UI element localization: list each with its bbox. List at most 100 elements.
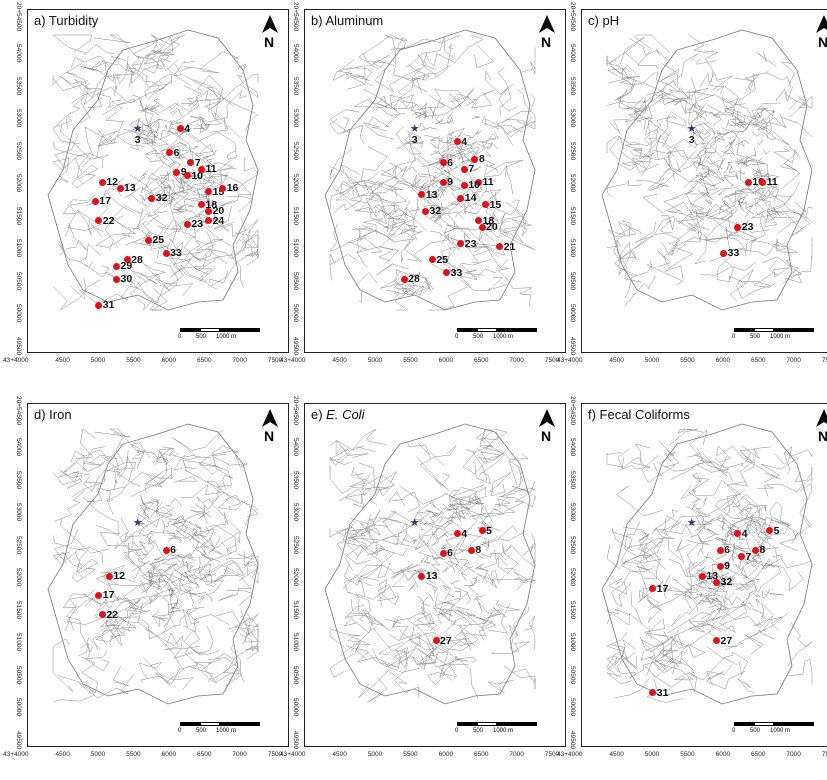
sampling-point xyxy=(713,637,721,645)
sampling-point xyxy=(443,269,451,277)
north-label: N xyxy=(541,34,552,50)
scale-bar-label: 500 xyxy=(196,334,207,340)
sampling-point-label: 8 xyxy=(759,544,766,557)
x-tick-label: 5500 xyxy=(126,751,141,758)
sampling-point xyxy=(716,546,724,554)
road-network xyxy=(47,423,259,705)
x-tick-label: 4500 xyxy=(609,751,624,758)
road-network xyxy=(324,423,536,705)
y-tick-label: 20+54500 xyxy=(569,2,576,32)
x-tick-label: 7500 xyxy=(544,357,560,364)
reservoir-star-icon: ★ xyxy=(132,517,143,530)
sampling-point-label: 32 xyxy=(720,576,733,589)
y-tick-label: 52500 xyxy=(292,535,299,554)
sampling-point-label: 22 xyxy=(106,608,119,621)
sampling-point xyxy=(649,585,657,593)
map-panel-d: d) Iron N ★ 6 12 17 22 0 500 1000 m 20+54500 54000 5… xyxy=(3,396,289,773)
scale-bar-label: 0 xyxy=(732,728,736,734)
sampling-point xyxy=(183,220,191,228)
sampling-point-label: 23 xyxy=(464,237,477,250)
y-tick-label: 53500 xyxy=(569,470,576,489)
y-tick-label: 50000 xyxy=(569,304,576,323)
map-frame: a) Turbidity N ★ 3 4 6 7 9 10 11 12 13 15 16 18 20 24 23 3… xyxy=(27,9,289,353)
sampling-point xyxy=(460,181,468,189)
scale-bar: 0 500 1000 m xyxy=(455,328,537,346)
x-tick-label: 5000 xyxy=(367,751,383,758)
sampling-point xyxy=(478,527,486,535)
x-tick-label: 5000 xyxy=(644,357,660,364)
north-arrow-icon: N xyxy=(260,14,280,54)
panel-title: b) Aluminum xyxy=(311,13,384,28)
scale-bar-segment xyxy=(754,722,774,726)
sampling-point xyxy=(720,249,728,257)
sampling-point xyxy=(173,168,181,176)
reservoir-star-icon: ★ xyxy=(686,517,697,530)
x-tick-label: 6000 xyxy=(715,751,731,758)
north-arrow-icon: N xyxy=(260,408,280,448)
sampling-point xyxy=(453,138,461,146)
sampling-point xyxy=(734,530,742,538)
reservoir-star-icon: ★ xyxy=(409,517,420,530)
y-tick-label: 20+54500 xyxy=(15,2,22,32)
x-tick-label: 6500 xyxy=(751,751,766,758)
y-tick-label: 53500 xyxy=(15,470,22,489)
sampling-point-label: 8 xyxy=(475,544,482,557)
sampling-point-label: 18 xyxy=(205,198,218,211)
y-tick-label: 53000 xyxy=(569,503,576,522)
panel-title-text: E. Coli xyxy=(326,407,365,422)
reservoir-star-icon: ★ xyxy=(409,123,420,136)
x-tick-label: 7000 xyxy=(509,357,524,364)
sampling-point-label: 33 xyxy=(170,247,182,260)
sampling-point xyxy=(439,159,447,167)
x-tick-label: 43+4000 xyxy=(280,357,306,364)
x-tick-label: 7000 xyxy=(786,751,801,758)
scale-bar-label: 500 xyxy=(473,334,484,340)
y-tick-label: 54000 xyxy=(569,44,576,63)
map-frame: b) Aluminum N ★ 3 4 8 6 7 9 11 10 13 14 15 32 18 20 23 21 2… xyxy=(304,9,566,353)
map-panel-e: e) E. Coli N ★ 4 5 6 8 13 27 0 500 1000 m 20+54500 54… xyxy=(280,396,566,773)
y-tick-label: 50500 xyxy=(292,271,299,290)
sampling-point xyxy=(432,637,440,645)
sampling-point-label: 12 xyxy=(106,176,119,188)
scale-bar-segment xyxy=(754,328,774,332)
scale-bar-label: 500 xyxy=(196,728,207,734)
sampling-point-label: 6 xyxy=(447,547,453,560)
y-tick-label: 53000 xyxy=(15,503,22,522)
x-tick-label: 4500 xyxy=(332,357,347,364)
y-tick-label: 49500 xyxy=(15,730,22,749)
sampling-point xyxy=(166,149,174,157)
x-tick-label: 7000 xyxy=(509,751,524,758)
sampling-point xyxy=(400,275,408,283)
y-tick-label: 51000 xyxy=(15,633,22,652)
map-frame: d) Iron N ★ 6 12 17 22 0 500 1000 m xyxy=(27,403,289,747)
scale-bar-label: 0 xyxy=(455,334,459,340)
sampling-point-label: 16 xyxy=(226,182,239,195)
x-tick-label: 6000 xyxy=(438,751,454,758)
sampling-point xyxy=(421,207,429,215)
sampling-point-label: 7 xyxy=(745,550,752,563)
y-tick-label: 20+54500 xyxy=(292,2,299,32)
sampling-point xyxy=(418,572,426,580)
sampling-point-label: 27 xyxy=(440,634,452,647)
sampling-point xyxy=(148,194,156,202)
y-tick-label: 51000 xyxy=(569,633,576,652)
sampling-point xyxy=(205,217,213,225)
sampling-point-label: 4 xyxy=(741,527,748,540)
sampling-point-label: 15 xyxy=(212,185,225,198)
scale-bar-label: 1000 m xyxy=(770,728,791,734)
y-tick-label: 51000 xyxy=(15,239,22,258)
road-network xyxy=(324,29,536,311)
north-arrow-icon: N xyxy=(814,14,827,54)
reservoir-label: 3 xyxy=(411,134,418,147)
sampling-point-label: 9 xyxy=(724,560,730,573)
sampling-point-label: 11 xyxy=(205,163,217,176)
sampling-point xyxy=(478,223,486,231)
sampling-point-label: 33 xyxy=(450,266,463,279)
y-tick-label: 51500 xyxy=(292,206,299,225)
x-tick-label: 6000 xyxy=(161,357,177,364)
scale-bar-segment xyxy=(220,722,260,726)
reservoir-star-icon: ★ xyxy=(132,123,143,136)
north-label: N xyxy=(818,34,827,50)
reservoir-label: 3 xyxy=(688,134,695,147)
y-tick-label: 51500 xyxy=(569,600,576,619)
